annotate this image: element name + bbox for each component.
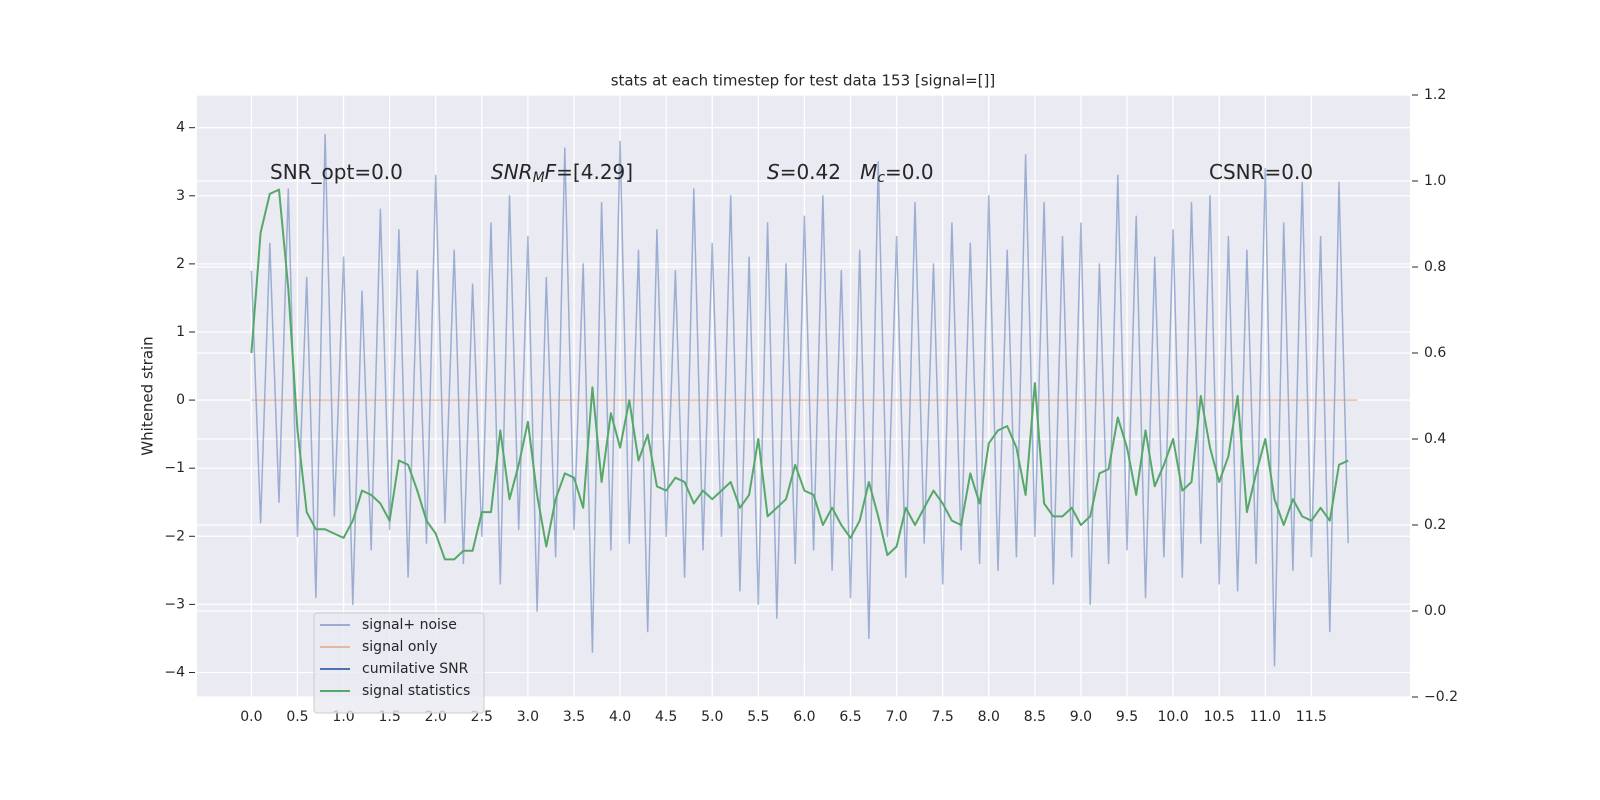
annotation-part: c xyxy=(877,170,885,186)
y-tick-label: 2 xyxy=(176,256,185,272)
annotation: SNR_opt=0.0 xyxy=(270,160,403,184)
x-tick-label: 6.0 xyxy=(793,709,815,725)
series-line xyxy=(250,188,1349,561)
x-tick-label: 5.0 xyxy=(701,709,723,725)
x-tick-label: 4.5 xyxy=(655,709,677,725)
series-line xyxy=(250,133,1349,667)
data-layer xyxy=(250,133,1358,667)
annotation-part: =[4.29] xyxy=(556,160,633,184)
x-tick-label: 9.5 xyxy=(1116,709,1138,725)
x-tick-label: 7.5 xyxy=(932,709,954,725)
y2-tick-label: 0.2 xyxy=(1424,517,1446,533)
legend-label: signal only xyxy=(362,639,437,655)
y-tick-label: −3 xyxy=(164,596,185,612)
x-tick-label: 10.0 xyxy=(1158,709,1189,725)
annotation-part: =0.0 xyxy=(885,160,934,184)
annotation: S=0.42 Mc=0.0 xyxy=(767,160,934,187)
x-tick-label: 5.5 xyxy=(747,709,769,725)
y2-tick-label: 1.0 xyxy=(1424,173,1446,189)
annotation-part: S xyxy=(767,160,780,184)
annotation-part: CSNR=0.0 xyxy=(1209,160,1313,184)
x-tick-label: 0.5 xyxy=(286,709,308,725)
y-tick-label: 3 xyxy=(176,188,185,204)
y2-tick-label: 0.6 xyxy=(1424,345,1446,361)
chart-title: stats at each timestep for test data 153… xyxy=(611,72,996,90)
x-tick-label: 4.0 xyxy=(609,709,631,725)
annotation-part: F xyxy=(545,160,557,184)
y-tick-label: −1 xyxy=(164,460,185,476)
annotation: SNRMF=[4.29] xyxy=(491,160,633,187)
y-axis-label: Whitened strain xyxy=(139,336,157,455)
x-tick-label: 3.5 xyxy=(563,709,585,725)
y2-tick-label: 0.4 xyxy=(1424,431,1446,447)
y2-tick-label: 0.0 xyxy=(1424,603,1446,619)
y-tick-label: −4 xyxy=(164,664,185,680)
x-tick-label: 10.5 xyxy=(1204,709,1235,725)
x-tick-label: 11.5 xyxy=(1296,709,1327,725)
legend-box xyxy=(313,612,485,714)
y-tick-label: −2 xyxy=(164,528,185,544)
legend-label: signal statistics xyxy=(362,683,470,699)
x-tick-label: 7.0 xyxy=(885,709,907,725)
y2-tick-label: −0.2 xyxy=(1424,689,1458,705)
annotation-part: M xyxy=(533,170,545,186)
x-tick-label: 3.0 xyxy=(517,709,539,725)
plot-area xyxy=(197,95,1410,697)
annotation-part: SNR_opt=0.0 xyxy=(270,160,403,184)
overlay: 0.0 0.5 1.0 1.5 2.0 2.5 3.0 3.5 4.0 4.5 5.0 5.5 6.0 6… xyxy=(164,87,1458,725)
y2-tick-label: 0.8 xyxy=(1424,259,1446,275)
y-tick-label: 0 xyxy=(176,392,185,408)
y2-tick-label: 1.2 xyxy=(1424,87,1446,103)
annotation: CSNR=0.0 xyxy=(1209,160,1313,184)
x-tick-label: 6.5 xyxy=(839,709,861,725)
x-tick-label: 8.0 xyxy=(978,709,1000,725)
legend-label: cumilative SNR xyxy=(362,661,469,677)
y-tick-label: 4 xyxy=(176,120,185,136)
x-tick-label: 8.5 xyxy=(1024,709,1046,725)
x-tick-label: 9.0 xyxy=(1070,709,1092,725)
annotation-part: SNR xyxy=(491,160,533,184)
y-tick-label: 1 xyxy=(176,324,185,340)
x-tick-label: 0.0 xyxy=(240,709,262,725)
annotation-part: =0.42 xyxy=(780,160,860,184)
legend-label: signal+ noise xyxy=(362,617,457,633)
annotation-part: M xyxy=(860,160,877,184)
x-tick-label: 11.0 xyxy=(1250,709,1281,725)
